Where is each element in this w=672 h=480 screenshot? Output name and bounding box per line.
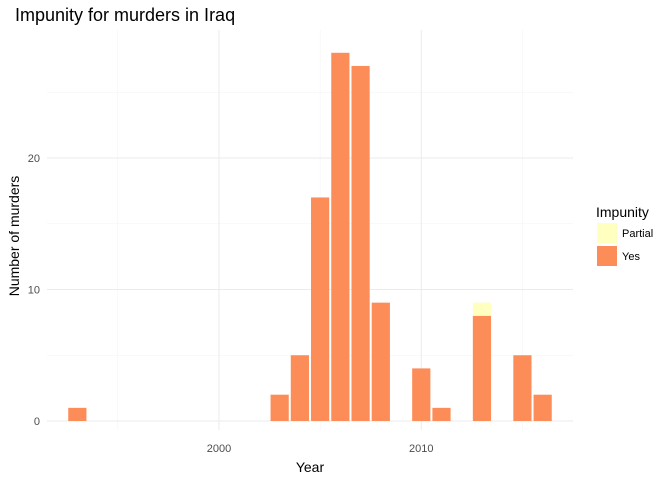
bar-yes-2005 [311,197,330,421]
x-axis-title: Year [296,459,325,475]
bar-yes-2011 [432,407,451,421]
legend-title: Impunity [596,204,649,220]
bar-yes-2016 [533,394,552,421]
y-tick-label: 20 [28,153,40,165]
legend-key-partial [597,223,617,243]
bar-yes-2003 [270,394,289,421]
bar-yes-2006 [331,52,350,422]
legend-key-yes [597,246,617,266]
bar-yes-2013 [472,315,492,421]
y-tick-label: 10 [28,285,40,297]
bar-yes-2015 [513,355,532,421]
bar-yes-2010 [412,368,431,421]
legend-label-partial: Partial [622,228,653,240]
x-tick-label: 2010 [409,443,433,455]
tick-labels: 0 10 20 2000 2010 [28,153,434,455]
bar-partial-2013 [472,302,492,316]
bar-yes-2008 [371,302,390,421]
bar-yes-2004 [290,355,309,421]
y-tick-label: 0 [34,416,40,428]
x-tick-label: 2000 [207,443,231,455]
legend-label-yes: Yes [622,251,640,263]
bar-yes-1993 [68,407,87,421]
y-axis-title: Number of murders [6,176,22,297]
legend: Impunity Partial Yes [596,204,653,266]
bar-yes-2007 [351,65,370,421]
bars [68,52,552,422]
chart-title: Impunity for murders in Iraq [15,5,235,25]
grid [47,30,573,430]
